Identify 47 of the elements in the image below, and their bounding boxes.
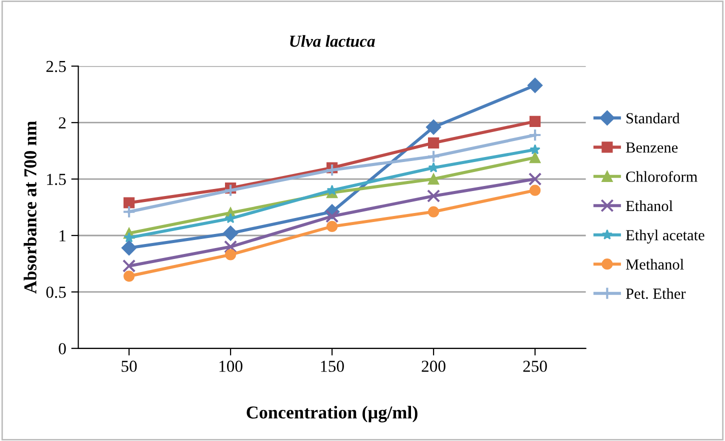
point — [528, 128, 542, 142]
point — [326, 220, 338, 232]
legend-label: Chloroform — [626, 170, 698, 182]
x-tick-label: 50 — [122, 360, 137, 372]
y-tick-label: 0 — [58, 343, 66, 354]
x-tick-label: 150 — [321, 360, 344, 372]
y-tick-label: 1.5 — [47, 174, 66, 186]
legend-label: Benzene — [626, 142, 678, 153]
point — [529, 152, 541, 164]
point — [428, 206, 440, 218]
point — [528, 172, 542, 186]
point — [529, 184, 541, 196]
point — [428, 173, 440, 185]
y-tick-label: 2.5 — [46, 60, 66, 72]
y-tick-label: 0.5 — [46, 286, 66, 298]
y-axis-title: Absorbance at 700 nm — [24, 121, 36, 294]
point — [325, 163, 339, 177]
point — [123, 270, 135, 282]
point — [224, 249, 236, 260]
y-tick-label: 1 — [60, 230, 66, 242]
x-tick-label: 200 — [422, 360, 446, 372]
x-tick-label: 250 — [523, 360, 547, 372]
point — [122, 259, 136, 273]
legend-label: Standard — [626, 112, 680, 124]
point — [222, 226, 238, 241]
point — [426, 120, 442, 135]
legend-label: Ethanol — [626, 200, 673, 212]
point — [426, 189, 440, 203]
point — [428, 162, 439, 172]
legend-label: Pet. Ether — [626, 288, 686, 299]
point — [428, 137, 440, 148]
x-axis-title: Concentration (µg/ml) — [246, 406, 418, 422]
y-tick-label: 2 — [58, 117, 66, 128]
point — [527, 78, 543, 93]
point — [121, 240, 137, 256]
point — [529, 116, 541, 128]
legend-label: Methanol — [626, 258, 684, 270]
point — [122, 205, 136, 218]
point — [426, 150, 440, 164]
point — [224, 240, 238, 254]
x-tick-label: 100 — [220, 360, 242, 372]
point — [530, 144, 540, 154]
chart-title: Ulva lactuca — [290, 35, 375, 47]
point — [224, 184, 238, 197]
legend-label: Ethyl acetate — [626, 230, 704, 244]
point — [325, 210, 339, 223]
point — [123, 197, 135, 208]
